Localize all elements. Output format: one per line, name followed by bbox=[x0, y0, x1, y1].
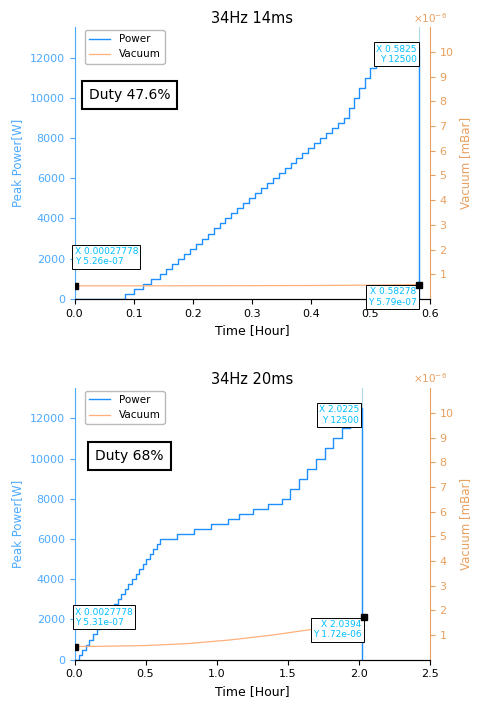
Text: Duty 68%: Duty 68% bbox=[95, 449, 164, 463]
Vacuum bbox=[100, 642, 106, 651]
Text: X 2.0394
Y 1.72e-06: X 2.0394 Y 1.72e-06 bbox=[313, 620, 361, 640]
Power bbox=[97, 620, 103, 629]
Power bbox=[163, 269, 169, 278]
Vacuum bbox=[185, 640, 191, 648]
Title: 34Hz 20ms: 34Hz 20ms bbox=[211, 372, 293, 387]
Power bbox=[347, 424, 353, 432]
Title: 34Hz 14ms: 34Hz 14ms bbox=[211, 11, 293, 26]
Line: Power: Power bbox=[74, 48, 419, 299]
Power bbox=[416, 295, 422, 303]
Y-axis label: Peak Power[W]: Peak Power[W] bbox=[11, 119, 24, 207]
Line: Vacuum: Vacuum bbox=[75, 284, 419, 286]
X-axis label: Time [Hour]: Time [Hour] bbox=[215, 324, 289, 337]
Vacuum bbox=[355, 616, 361, 625]
Vacuum bbox=[72, 642, 78, 651]
X-axis label: Time [Hour]: Time [Hour] bbox=[215, 685, 289, 698]
Line: Vacuum: Vacuum bbox=[75, 617, 364, 647]
Text: X 0.5825
Y 12500: X 0.5825 Y 12500 bbox=[376, 45, 416, 64]
Y-axis label: Vacuum [mBar]: Vacuum [mBar] bbox=[459, 117, 472, 209]
Vacuum bbox=[308, 281, 314, 290]
Power bbox=[228, 209, 234, 218]
Text: X 0.58278
Y 5.79e-07: X 0.58278 Y 5.79e-07 bbox=[368, 287, 417, 307]
Vacuum bbox=[72, 281, 78, 290]
Power bbox=[118, 595, 124, 603]
Power bbox=[71, 655, 77, 664]
Text: Duty 47.6%: Duty 47.6% bbox=[89, 88, 170, 102]
Power bbox=[71, 295, 77, 303]
Line: Power: Power bbox=[74, 408, 362, 659]
Vacuum bbox=[313, 625, 319, 633]
Text: $\times10^{-6}$: $\times10^{-6}$ bbox=[412, 11, 447, 25]
Vacuum bbox=[190, 281, 196, 290]
Power bbox=[157, 274, 163, 283]
Y-axis label: Peak Power[W]: Peak Power[W] bbox=[11, 480, 24, 568]
Vacuum bbox=[142, 641, 148, 649]
Legend: Power, Vacuum: Power, Vacuum bbox=[85, 391, 165, 425]
Vacuum bbox=[270, 631, 276, 640]
Legend: Power, Vacuum: Power, Vacuum bbox=[85, 30, 165, 64]
Power bbox=[126, 585, 131, 593]
Vacuum bbox=[361, 613, 367, 621]
Vacuum bbox=[131, 281, 137, 290]
Vacuum bbox=[368, 281, 373, 289]
Text: X 2.0225
Y 12500: X 2.0225 Y 12500 bbox=[319, 406, 359, 425]
Power bbox=[264, 184, 270, 193]
Power bbox=[355, 404, 361, 413]
Power bbox=[147, 549, 153, 558]
Text: X 0.00027778
Y 5.26e-07: X 0.00027778 Y 5.26e-07 bbox=[75, 247, 138, 267]
Vacuum bbox=[228, 635, 234, 644]
Power bbox=[118, 590, 124, 598]
Text: X 0.0027778
Y 5.31e-07: X 0.0027778 Y 5.31e-07 bbox=[75, 608, 133, 627]
Vacuum bbox=[249, 281, 255, 290]
Text: $\times10^{-6}$: $\times10^{-6}$ bbox=[412, 372, 447, 386]
Power bbox=[379, 43, 385, 52]
Power bbox=[359, 655, 365, 664]
Y-axis label: Vacuum [mBar]: Vacuum [mBar] bbox=[459, 478, 472, 570]
Power bbox=[355, 84, 361, 92]
Power bbox=[181, 250, 187, 258]
Vacuum bbox=[416, 280, 422, 289]
